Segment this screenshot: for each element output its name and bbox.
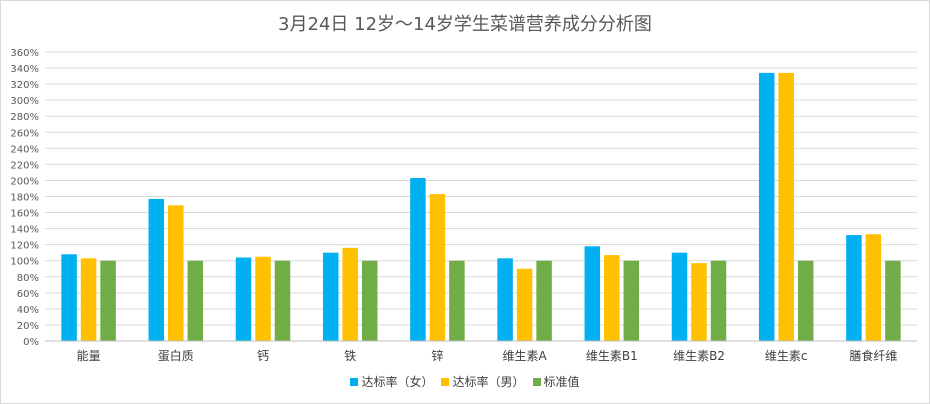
bar [671, 252, 688, 341]
bar [361, 260, 378, 341]
legend-swatch [532, 377, 541, 386]
bar [536, 260, 552, 341]
legend-item: 达标率（女） [350, 373, 433, 390]
x-tick-label: 锌 [431, 349, 443, 363]
bar [865, 234, 882, 341]
legend: 达标率（女） 达标率（男） 标准值 [0, 373, 930, 390]
y-tick-label: 160% [10, 209, 39, 220]
y-tick-label: 340% [10, 64, 39, 75]
y-tick-label: 260% [10, 128, 39, 139]
bar [778, 72, 794, 341]
y-tick-label: 140% [10, 225, 39, 236]
y-tick-label: 220% [10, 160, 39, 171]
bar [187, 260, 204, 341]
legend-item: 达标率（男） [441, 373, 525, 390]
legend-swatch [441, 377, 450, 386]
legend-label: 达标率（女） [361, 375, 434, 389]
bar [235, 257, 252, 341]
y-tick-label: 360% [10, 48, 39, 59]
y-tick-label: 40% [17, 305, 39, 316]
y-tick-label: 320% [10, 80, 39, 91]
y-tick-label: 300% [10, 96, 39, 107]
x-tick-label: 钙 [257, 349, 269, 363]
y-tick-label: 80% [17, 273, 39, 284]
y-tick-label: 20% [17, 321, 39, 332]
x-tick-label: 蛋白质 [158, 348, 194, 363]
legend-label: 标准值 [543, 375, 580, 389]
bar [691, 263, 707, 341]
bar [846, 235, 862, 341]
bar [274, 260, 291, 341]
bar [584, 246, 601, 341]
bar [449, 260, 465, 341]
bar [168, 205, 184, 341]
legend-label: 达标率（男） [452, 375, 525, 389]
bar [497, 258, 513, 341]
x-tick-label: 维生素c [765, 349, 808, 363]
x-tick-label: 能量 [77, 349, 101, 363]
y-tick-label: 240% [10, 144, 39, 155]
y-tick-label: 60% [17, 289, 39, 300]
bar [885, 260, 901, 341]
bar [80, 258, 97, 341]
x-tick-label: 维生素B1 [586, 349, 638, 363]
chart-title: 3月24日 12岁～14岁学生菜谱营养成分分析图 [278, 14, 652, 35]
y-tick-label: 280% [10, 112, 39, 123]
bar [322, 252, 339, 341]
x-tick-label: 膳食纤维 [849, 348, 897, 363]
bar [623, 260, 640, 341]
bar [61, 254, 77, 341]
legend-item: 标准值 [532, 373, 580, 390]
y-tick-label: 120% [10, 241, 39, 252]
bar [758, 72, 775, 341]
bar [148, 198, 165, 341]
y-tick-label: 180% [10, 193, 39, 204]
bar [410, 178, 426, 341]
x-tick-label: 铁 [344, 349, 356, 363]
y-tick-label: 0% [23, 337, 39, 348]
legend-swatch [350, 377, 359, 386]
bar [342, 247, 358, 341]
bar [710, 260, 727, 341]
bar [797, 260, 814, 341]
x-tick-label: 维生素A [502, 349, 547, 363]
y-tick-label: 200% [10, 176, 39, 187]
bar [604, 255, 620, 341]
bar [429, 194, 446, 341]
bar [100, 260, 116, 341]
y-tick-label: 100% [10, 257, 39, 268]
bar [255, 256, 271, 341]
bar [516, 268, 533, 341]
x-tick-label: 维生素B2 [673, 349, 725, 363]
